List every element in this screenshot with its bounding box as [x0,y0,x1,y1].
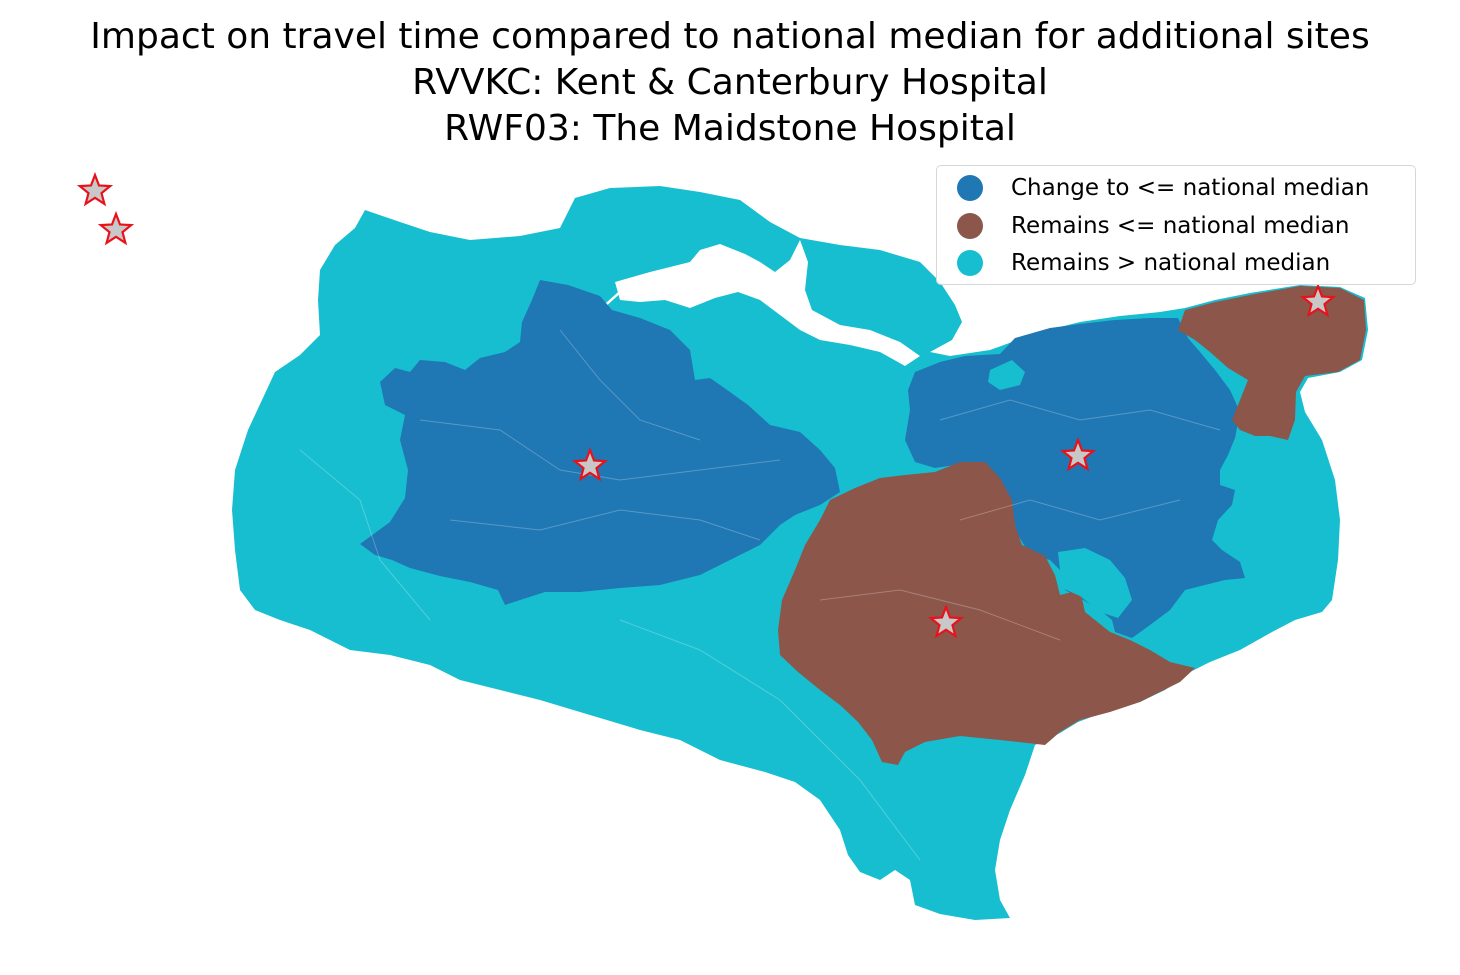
legend-label: Change to <= national median [1011,175,1370,201]
star-icon [571,446,609,482]
chart-title: Impact on travel time compared to nation… [0,14,1460,152]
region-change-to-median-west [360,280,840,605]
region-remains-above-median-enclave [988,360,1025,390]
title-line-3: RWF03: The Maidstone Hospital [444,108,1016,149]
legend-swatch [957,250,983,276]
legend-swatch [957,213,983,239]
region-remains-le-median-south [778,462,1195,765]
star-icon [1059,436,1097,472]
legend: Change to <= national median Remains <= … [936,165,1416,285]
star-icon [76,171,114,207]
title-line-2: RVVKC: Kent & Canterbury Hospital [412,62,1048,103]
title-line-1: Impact on travel time compared to nation… [90,16,1370,57]
region-change-to-median-east [905,318,1245,638]
star-icon [1299,282,1337,318]
estuary-water [615,240,920,366]
star-icon [927,603,965,639]
star-icon [97,210,135,246]
legend-item-remains-gt-median: Remains > national median [957,246,1330,280]
region-remains-above-median-enclave-2 [1058,548,1132,618]
legend-label: Remains <= national median [1011,213,1350,239]
legend-swatch [957,175,983,201]
legend-item-change-to-median: Change to <= national median [957,171,1369,205]
site-markers [76,171,1337,639]
boundary-lines [299,329,1221,861]
legend-label: Remains > national median [1011,250,1331,276]
legend-item-remains-le-median: Remains <= national median [957,209,1349,243]
region-remains-le-median-northeast [1178,286,1366,440]
